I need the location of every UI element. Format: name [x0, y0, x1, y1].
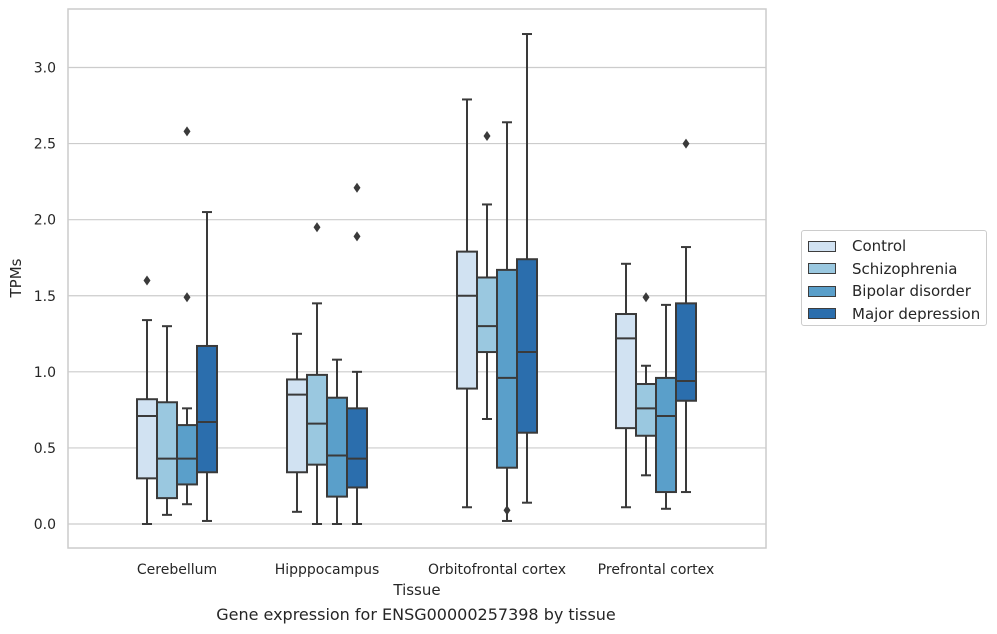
x-tick-label: Orbitofrontal cortex [428, 562, 566, 578]
box-iqr [196, 344, 218, 474]
legend-swatch-major-depression [808, 308, 836, 320]
outlier-point [143, 275, 151, 286]
chart-caption: Gene expression for ENSG00000257398 by t… [216, 605, 616, 624]
outlier-point [483, 130, 491, 141]
box-iqr [156, 401, 178, 500]
legend-item-control: Control [808, 235, 986, 258]
legend-label-schizophrenia: Schizophrenia [852, 259, 958, 278]
legend-swatch-control [808, 240, 836, 252]
box-major-depression-prefrontal-cortex [675, 138, 697, 494]
box-iqr [496, 268, 518, 469]
y-tick-label: 0.0 [34, 517, 56, 533]
x-axis-label: Tissue [392, 581, 440, 599]
outlier-point [682, 138, 690, 149]
box-iqr [655, 376, 677, 494]
legend-label-major-depression: Major depression [852, 304, 981, 323]
outlier-point [353, 182, 361, 193]
outlier-point [313, 222, 321, 233]
box-iqr [516, 258, 538, 434]
legend-item-schizophrenia: Schizophrenia [808, 258, 986, 281]
y-tick-label: 1.0 [34, 365, 56, 381]
box-bipolar-disorder-hipppocampus [326, 358, 348, 525]
x-tick-label: Prefrontal cortex [598, 562, 715, 578]
legend-label-control: Control [852, 237, 907, 256]
box-iqr [306, 373, 328, 466]
box-iqr [346, 407, 368, 489]
y-tick-label: 0.5 [34, 441, 56, 457]
box-iqr [456, 250, 478, 390]
outlier-point [183, 126, 191, 137]
legend-item-bipolar-disorder: Bipolar disorder [808, 280, 986, 303]
y-tick-label: 2.0 [34, 213, 56, 229]
box-control-prefrontal-cortex [615, 262, 637, 509]
box-iqr [326, 396, 348, 498]
box-iqr [136, 398, 158, 480]
box-major-depression-hipppocampus [346, 182, 368, 525]
box-control-cerebellum [136, 275, 158, 525]
outlier-point [642, 292, 650, 303]
x-tick-label: Cerebellum [137, 562, 217, 578]
box-major-depression-cerebellum [196, 211, 218, 522]
box-iqr [176, 424, 198, 486]
box-schizophrenia-hipppocampus [306, 222, 328, 525]
outlier-point [183, 292, 191, 303]
box-iqr [615, 313, 637, 430]
box-bipolar-disorder-cerebellum [176, 126, 198, 506]
y-tick-label: 1.5 [34, 289, 56, 305]
box-bipolar-disorder-prefrontal-cortex [655, 303, 677, 510]
y-tick-label: 3.0 [34, 61, 56, 77]
x-tick-label: Hipppocampus [275, 562, 380, 578]
box-iqr [476, 276, 498, 354]
legend: Control Schizophrenia Bipolar disorder M… [801, 230, 987, 326]
outlier-point [353, 231, 361, 242]
legend-swatch-bipolar-disorder [808, 285, 836, 297]
box-iqr [635, 383, 657, 437]
legend-label-bipolar-disorder: Bipolar disorder [852, 282, 971, 301]
legend-swatch-schizophrenia [808, 263, 836, 275]
x-tick-labels: Cerebellum Hipppocampus Orbitofrontal cort… [137, 562, 714, 578]
box-iqr [286, 378, 308, 474]
y-axis-label: TPMs [7, 258, 25, 298]
outlier-point [503, 505, 511, 516]
y-tick-label: 2.5 [34, 137, 56, 153]
y-tick-labels: 0.0 0.5 1.0 1.5 2.0 2.5 3.0 [34, 61, 56, 534]
legend-item-major-depression: Major depression [808, 303, 986, 326]
box-schizophrenia-orbitofrontal-cortex [476, 130, 498, 421]
box-major-depression-orbitofrontal-cortex [516, 33, 538, 504]
box-schizophrenia-cerebellum [156, 325, 178, 516]
box-schizophrenia-prefrontal-cortex [635, 292, 657, 477]
box-plots [136, 33, 697, 525]
box-iqr [675, 302, 697, 402]
